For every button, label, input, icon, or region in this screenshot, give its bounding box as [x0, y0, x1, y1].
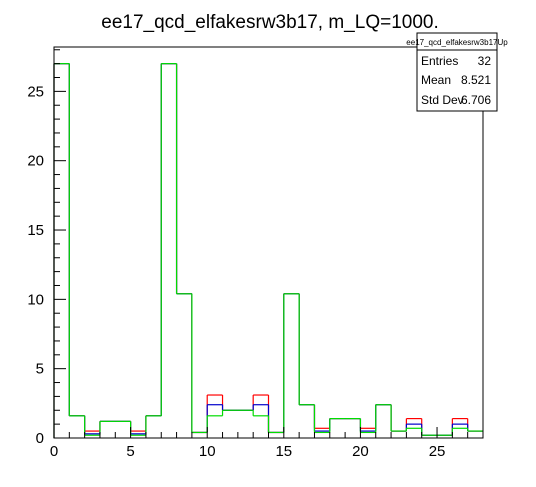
- stats-stddev-label: Std Dev: [421, 93, 464, 107]
- stats-entries-value: 32: [478, 54, 492, 68]
- stats-mean-label: Mean: [421, 73, 451, 87]
- x-tick-label: 0: [50, 443, 58, 460]
- y-tick-label: 25: [27, 83, 44, 100]
- stats-box: ee17_qcd_elfakesrw3b17Up Entries 32 Mean…: [406, 32, 508, 112]
- stats-stddev-value: 6.706: [461, 93, 491, 107]
- x-tick-label: 10: [199, 443, 216, 460]
- y-tick-label: 20: [27, 153, 44, 170]
- stats-entries-label: Entries: [421, 54, 458, 68]
- x-tick-label: 25: [429, 443, 446, 460]
- stats-mean-value: 8.521: [461, 73, 491, 87]
- chart-title: ee17_qcd_elfakesrw3b17, m_LQ=1000.: [101, 12, 439, 33]
- y-tick-label: 15: [27, 222, 44, 239]
- plot-area: [53, 63, 483, 438]
- x-tick-label: 20: [352, 443, 369, 460]
- stats-box-title: ee17_qcd_elfakesrw3b17Up: [406, 38, 508, 47]
- x-tick-label: 5: [126, 443, 134, 460]
- y-tick-label: 5: [36, 361, 44, 378]
- stats-box-frame: [416, 32, 498, 112]
- x-tick-label: 15: [275, 443, 292, 460]
- axes: 0 5 10 15 20 25 0 5 10 15 20 25: [27, 46, 484, 460]
- y-tick-label: 10: [27, 291, 44, 308]
- y-tick-label: 0: [36, 430, 44, 447]
